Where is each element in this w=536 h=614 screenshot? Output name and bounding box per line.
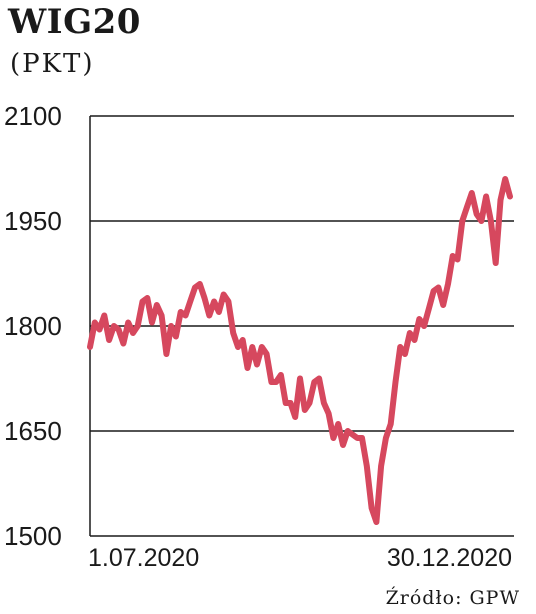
y-tick-label-2100: 2100 [4,101,62,131]
x-tick-label-end: 30.12.2020 [387,544,512,572]
chart-unit-label: (PKT) [10,49,95,79]
series-line-0 [87,176,513,525]
grid-layer [90,115,514,537]
chart-title: WIG20 [8,2,141,42]
y-tick-label-1500: 1500 [4,521,62,551]
y-tick-label-1800: 1800 [4,311,62,341]
y-tick-label-1950: 1950 [4,206,62,236]
label-layer: 1500 1650 1800 1950 2100 1.07.2020 30.12.2020 [4,101,512,572]
x-tick-label-start: 1.07.2020 [88,544,199,572]
source-note: Źródło: GPW [385,587,520,609]
series-layer [87,176,513,525]
y-tick-label-1650: 1650 [4,416,62,446]
